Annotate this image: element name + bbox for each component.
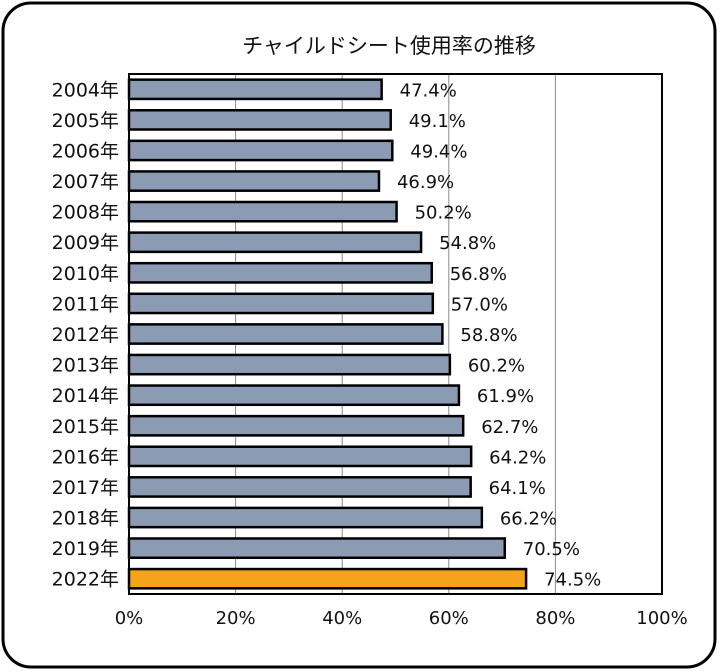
- data-label: 62.7%: [481, 417, 538, 438]
- y-tick-label: 2011年: [52, 293, 119, 315]
- bar: [127, 261, 433, 284]
- data-label: 58.8%: [460, 325, 517, 346]
- data-label: 46.9%: [397, 172, 454, 193]
- data-label: 70.5%: [523, 539, 580, 560]
- y-tick-label: 2019年: [52, 538, 119, 560]
- bar: [127, 414, 465, 437]
- data-label: 64.2%: [489, 447, 546, 468]
- bar: [127, 567, 528, 590]
- bar: [127, 292, 435, 315]
- y-tick-label: 2016年: [52, 446, 119, 468]
- y-tick-label: 2017年: [52, 477, 119, 499]
- data-label: 49.4%: [410, 141, 467, 162]
- data-label: 47.4%: [400, 80, 457, 101]
- bar: [127, 537, 507, 560]
- y-tick-label: 2007年: [52, 171, 119, 193]
- chart-title: チャイルドシート使用率の推移: [242, 34, 536, 58]
- bar: [127, 231, 423, 254]
- x-tick-label: 80%: [535, 608, 575, 629]
- y-tick-label: 2015年: [52, 416, 119, 438]
- x-tick-label: 0%: [115, 608, 144, 629]
- data-label: 60.2%: [468, 356, 525, 377]
- x-tick-label: 40%: [322, 608, 362, 629]
- y-tick-label: 2010年: [52, 263, 119, 285]
- bar: [127, 78, 383, 101]
- data-label: 74.5%: [544, 570, 601, 591]
- bar: [127, 323, 444, 345]
- x-tick-label: 20%: [216, 608, 256, 629]
- bar: [127, 384, 461, 407]
- x-tick-label: 100%: [636, 608, 687, 629]
- data-label: 64.1%: [489, 478, 546, 499]
- data-label: 66.2%: [500, 509, 557, 530]
- data-label: 61.9%: [477, 386, 534, 407]
- data-label: 50.2%: [415, 203, 472, 224]
- y-tick-label: 2014年: [52, 385, 119, 407]
- bar: [127, 139, 394, 162]
- y-tick-label: 2004年: [52, 79, 119, 101]
- bar: [127, 108, 392, 131]
- bar: [127, 476, 472, 498]
- bar: [127, 445, 473, 468]
- x-tick-label: 60%: [429, 608, 469, 629]
- plot-border: [128, 73, 663, 595]
- y-tick-label: 2013年: [52, 355, 119, 377]
- data-label: 54.8%: [439, 233, 496, 254]
- data-label: 49.1%: [409, 111, 466, 132]
- data-label: 56.8%: [450, 264, 507, 285]
- bar: [127, 506, 484, 529]
- y-tick-label: 2005年: [52, 110, 119, 132]
- y-tick-label: 2006年: [52, 140, 119, 162]
- bar: [127, 170, 381, 192]
- y-tick-label: 2022年: [52, 569, 119, 591]
- y-tick-label: 2009年: [52, 232, 119, 254]
- y-tick-label: 2012年: [52, 324, 119, 346]
- y-tick-label: 2008年: [52, 202, 119, 224]
- bar: [127, 353, 452, 376]
- data-label: 57.0%: [451, 294, 508, 315]
- y-tick-label: 2018年: [52, 508, 119, 530]
- bar: [127, 200, 398, 223]
